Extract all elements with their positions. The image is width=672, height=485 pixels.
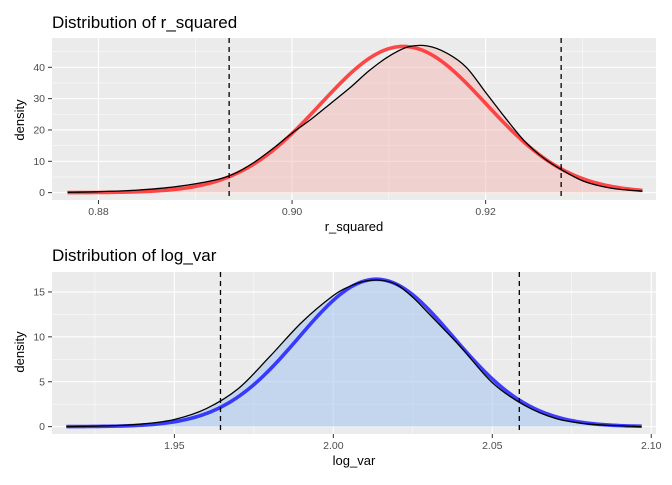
chart-title-log-var: Distribution of log_var	[52, 246, 217, 265]
chart-title-r-squared: Distribution of r_squared	[52, 13, 237, 32]
y-tick-label-r-squared: 0	[39, 187, 45, 199]
x-tick-label-log-var: 1.95	[164, 440, 185, 452]
density-area-r-squared	[67, 45, 643, 193]
x-axis-title-log-var: log_var	[333, 453, 376, 468]
empirical-density-curve-r-squared	[67, 44, 643, 193]
y-tick-label-r-squared: 30	[33, 93, 45, 105]
panel-background-r-squared	[52, 38, 656, 200]
x-tick-label-log-var: 2.05	[482, 440, 503, 452]
chart-r-squared: Distribution of r_squared 0.88 0.90 0.92 0 1…	[12, 13, 656, 234]
y-tick-label-log-var: 15	[33, 287, 45, 299]
chart-log-var: Distribution of log_var 1.95 2.00 2.05 2.10…	[12, 246, 662, 468]
x-tick-label-r-squared: 0.90	[282, 206, 303, 218]
density-area-log-var	[66, 280, 642, 427]
empirical-density-curve-log-var	[66, 279, 642, 428]
x-tick-label-r-squared: 0.92	[475, 206, 496, 218]
y-tick-label-r-squared: 10	[33, 156, 45, 168]
y-axis-title-log-var: density	[12, 331, 27, 373]
y-tick-label-log-var: 10	[33, 331, 45, 343]
y-tick-label-log-var: 5	[39, 376, 45, 388]
x-tick-label-r-squared: 0.88	[88, 206, 109, 218]
x-axis-title-r-squared: r_squared	[325, 219, 384, 234]
plot-area-r-squared: 0.88 0.90 0.92 0 10 20 30 40	[33, 38, 656, 218]
plot-area-log-var: 1.95 2.00 2.05 2.10 0 5 10 15	[33, 272, 662, 452]
y-tick-label-r-squared: 20	[33, 125, 45, 137]
y-tick-label-r-squared: 40	[33, 62, 45, 74]
x-tick-label-log-var: 2.00	[323, 440, 344, 452]
y-tick-label-log-var: 0	[39, 421, 45, 433]
y-axis-title-r-squared: density	[12, 99, 27, 141]
x-tick-label-log-var: 2.10	[641, 440, 662, 452]
